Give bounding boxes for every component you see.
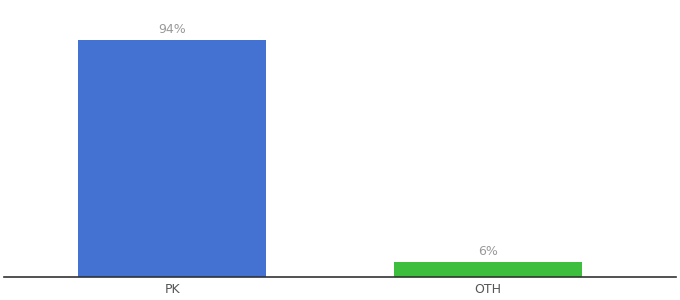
- Text: 94%: 94%: [158, 23, 186, 36]
- Bar: [78, 40, 266, 277]
- Text: 6%: 6%: [478, 245, 498, 258]
- Bar: [394, 262, 582, 277]
